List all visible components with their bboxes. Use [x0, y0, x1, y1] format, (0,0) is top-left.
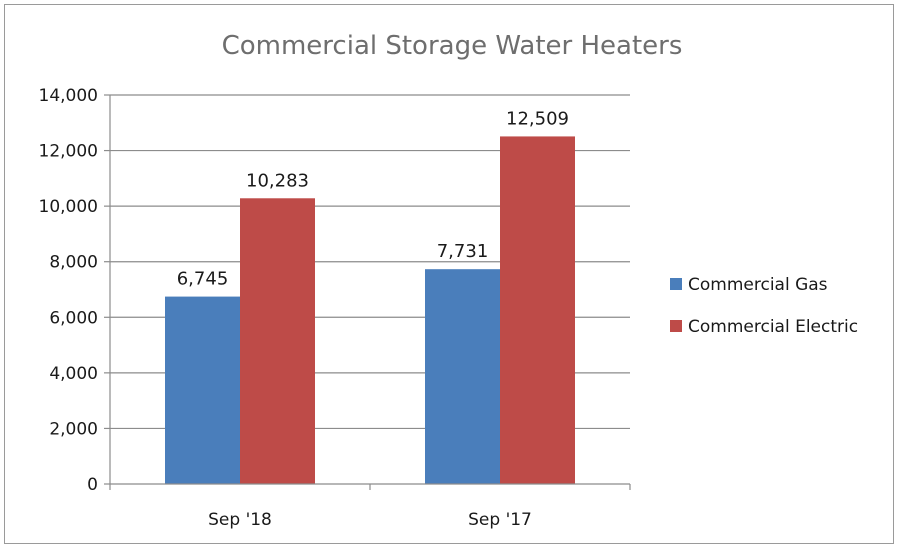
- legend-label: Commercial Gas: [688, 275, 828, 295]
- x-axis: Sep '18 Sep '17: [109, 483, 631, 530]
- x-tick-label: Sep '18: [208, 510, 272, 530]
- y-tick-label: 14,000: [39, 86, 98, 106]
- x-tick-label: Sep '17: [468, 510, 532, 530]
- legend-label: Commercial Electric: [688, 317, 858, 337]
- legend-swatch: [670, 320, 682, 332]
- y-tick-label: 8,000: [49, 253, 98, 273]
- y-tick-label: 0: [87, 475, 98, 495]
- legend-swatch: [670, 278, 682, 290]
- bar: [500, 136, 575, 484]
- data-label: 10,283: [246, 170, 309, 191]
- legend: Commercial Gas Commercial Electric: [670, 275, 858, 337]
- bar: [165, 296, 240, 484]
- bar: [240, 198, 315, 485]
- data-label: 6,745: [177, 269, 229, 290]
- y-tick-label: 10,000: [39, 197, 98, 217]
- y-tick-label: 12,000: [39, 142, 98, 162]
- bar: [425, 269, 500, 484]
- y-tick-label: 4,000: [49, 364, 98, 384]
- chart-title: Commercial Storage Water Heaters: [222, 31, 683, 61]
- y-axis: 0 2,000 4,000 6,000 8,000 10,000 12,000 14,000: [39, 86, 111, 495]
- bars: 6,745 10,283 7,731 12,509: [165, 108, 575, 485]
- data-label: 12,509: [506, 108, 569, 129]
- data-label: 7,731: [437, 241, 489, 262]
- y-tick-label: 6,000: [49, 308, 98, 328]
- y-tick-label: 2,000: [49, 419, 98, 439]
